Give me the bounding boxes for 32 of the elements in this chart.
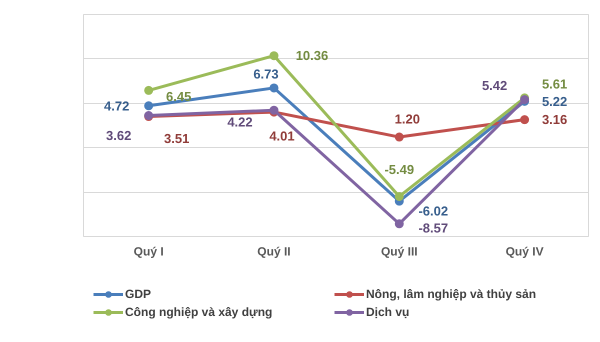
point (269, 51, 278, 60)
data-label: 4.72 (104, 98, 130, 114)
data-label: 4.01 (269, 128, 295, 144)
data-label: 6.45 (166, 88, 192, 104)
data-label: 3.51 (164, 131, 190, 146)
data-label: 1.20 (394, 112, 420, 127)
x-tick-label: Quý IV (506, 244, 544, 258)
legend-label: Công nghiệp và xây dựng (125, 305, 274, 319)
point (394, 192, 404, 201)
legend-label: Dịch vụ (366, 305, 410, 319)
point (144, 86, 154, 95)
data-label: 4.22 (227, 114, 253, 130)
data-label: 3.16 (542, 112, 568, 128)
point (520, 115, 530, 124)
x-tick-label: Quý I (134, 244, 164, 258)
data-label: 5.42 (482, 78, 508, 94)
data-label: 3.62 (106, 128, 132, 144)
data-label: 10.36 (296, 48, 328, 64)
point (394, 132, 404, 142)
legend-label: GDP (125, 287, 152, 301)
data-label: -8.57 (418, 220, 448, 236)
data-label: -6.02 (418, 204, 448, 219)
x-tick-label: Quý II (257, 244, 291, 258)
data-label: 5.61 (542, 76, 568, 92)
data-label: -5.49 (384, 162, 414, 177)
point (394, 219, 404, 228)
point (269, 83, 278, 92)
point (144, 101, 154, 110)
legend-label: Nông, lâm nghiệp và thủy sản (366, 287, 538, 301)
data-label: 5.22 (542, 94, 568, 109)
data-label: 6.73 (253, 66, 279, 82)
x-tick-label: Quý III (380, 244, 418, 258)
